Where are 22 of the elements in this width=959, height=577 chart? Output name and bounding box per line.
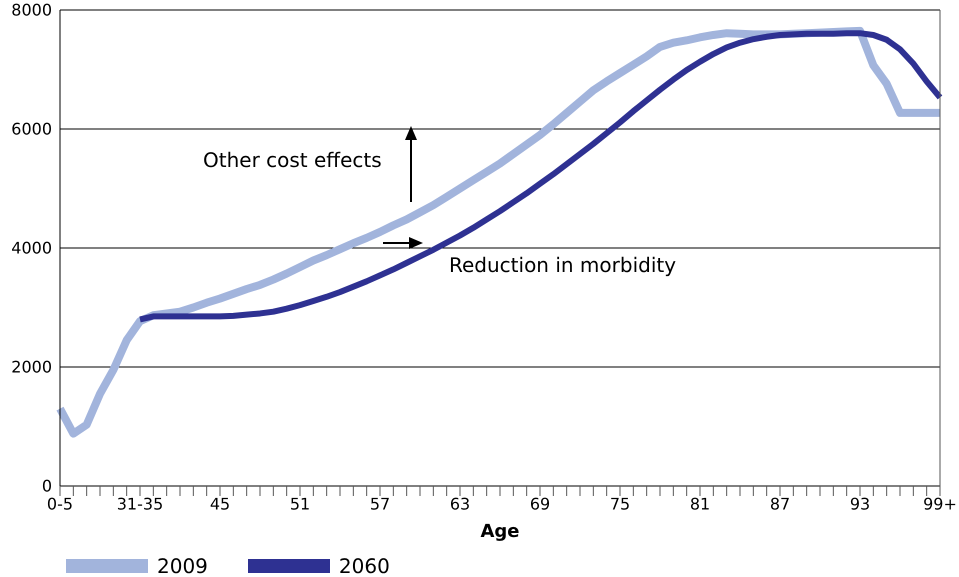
y-tick-label: 8000 (11, 0, 52, 20)
x-tick-label: 93 (850, 494, 870, 514)
y-tick-label: 0 (42, 476, 52, 496)
y-tick-label: 6000 (11, 120, 52, 139)
y-tick-label: 4000 (11, 238, 52, 258)
legend-label: 2060 (338, 554, 390, 577)
y-tick-label: 2000 (11, 358, 52, 377)
x-tick-label: 0-5 (46, 494, 74, 514)
annotation: Other cost effects (203, 148, 382, 172)
x-tick-label: 81 (690, 494, 710, 514)
annotation: Reduction in morbidity (449, 253, 676, 277)
x-tick-label: 99+ (923, 494, 957, 514)
x-tick-label: 31-35 (116, 494, 164, 514)
x-tick-label: 75 (610, 494, 630, 514)
x-tick-label: 63 (450, 494, 470, 514)
x-tick-label: 87 (770, 494, 790, 514)
x-tick-label: 69 (530, 494, 550, 514)
x-tick-label: 45 (210, 494, 230, 514)
x-tick-label: 51 (290, 494, 310, 514)
legend-label: 2009 (157, 554, 208, 577)
x-tick-label: 57 (370, 494, 390, 514)
x-axis-title: Age (480, 521, 520, 542)
